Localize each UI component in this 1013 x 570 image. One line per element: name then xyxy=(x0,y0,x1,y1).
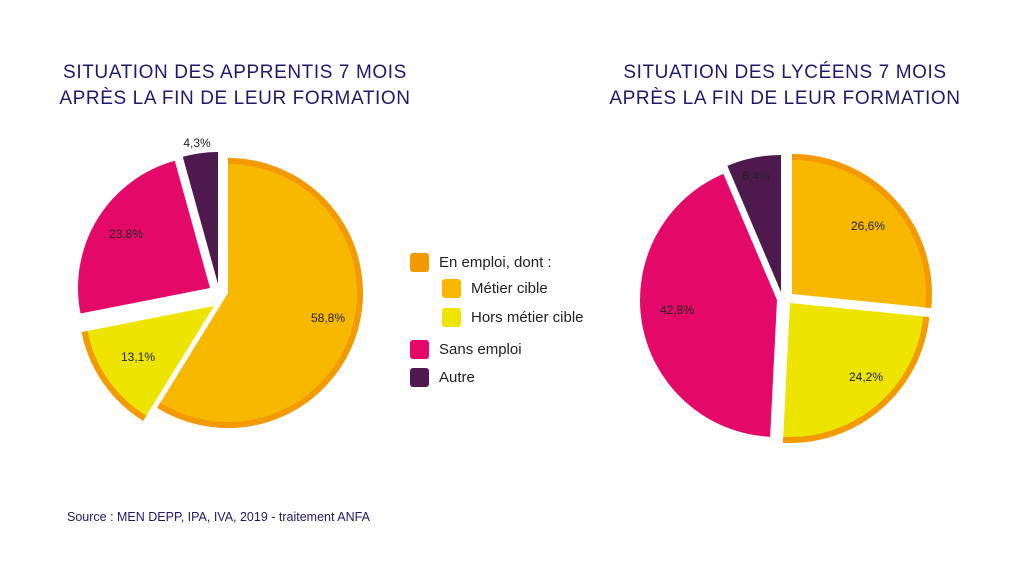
pie-slice-m-tier-cible xyxy=(158,161,360,425)
source-note: Source : MEN DEPP, IPA, IVA, 2019 - trai… xyxy=(67,510,370,524)
legend-swatch xyxy=(410,340,429,359)
legend-label: Hors métier cible xyxy=(471,309,584,326)
pie-slice-m-tier-cible xyxy=(792,157,930,308)
data-label: 26,6% xyxy=(851,219,885,233)
legend-label: Sans emploi xyxy=(439,341,522,358)
data-label: 42,8% xyxy=(660,303,694,317)
pie-slice-sans-emploi xyxy=(77,160,210,314)
pie-slice-hors-m-tier-cible xyxy=(783,303,927,441)
data-label: 4,3% xyxy=(183,136,211,150)
pie-slice-rim xyxy=(782,316,930,443)
pie-slice-hors-m-tier-cible xyxy=(84,306,214,419)
legend-item-sans-emploi: Sans emploi xyxy=(410,340,522,359)
legend-item-metier-cible: Métier cible xyxy=(442,279,548,298)
title-line: APRÈS LA FIN DE LEUR FORMATION xyxy=(609,88,961,109)
pie-slice-rim xyxy=(157,158,363,428)
chart-title-apprentis: SITUATION DES APPRENTIS 7 MOIS APRÈS LA … xyxy=(30,60,440,112)
title-line: SITUATION DES APPRENTIS 7 MOIS xyxy=(63,62,407,83)
legend-swatch xyxy=(410,368,429,387)
legend-label: En emploi, dont : xyxy=(439,254,552,271)
pie-slice-autre xyxy=(727,155,781,292)
data-label: 13,1% xyxy=(121,350,155,364)
legend-item-en-emploi: En emploi, dont : xyxy=(410,253,552,272)
legend-swatch xyxy=(442,279,461,298)
legend-item-hors-metier-cible: Hors métier cible xyxy=(442,308,584,327)
legend-item-autre: Autre xyxy=(410,368,475,387)
pie-slice-rim xyxy=(791,154,932,309)
legend-label: Métier cible xyxy=(471,280,548,297)
chart-title-lyceens: SITUATION DES LYCÉENS 7 MOIS APRÈS LA FI… xyxy=(575,60,995,112)
title-line: APRÈS LA FIN DE LEUR FORMATION xyxy=(59,88,411,109)
data-label: 23,8% xyxy=(109,227,143,241)
legend-swatch xyxy=(442,308,461,327)
data-label: 58,8% xyxy=(311,311,345,325)
data-label: 6,4% xyxy=(742,169,770,183)
legend-label: Autre xyxy=(439,369,475,386)
data-label: 24,2% xyxy=(849,370,883,384)
pie-slice-autre xyxy=(182,152,218,284)
title-line: SITUATION DES LYCÉENS 7 MOIS xyxy=(623,62,947,83)
legend-swatch xyxy=(410,253,429,272)
pie-slice-rim xyxy=(81,330,147,421)
pie-slice-sans-emploi xyxy=(640,173,777,437)
